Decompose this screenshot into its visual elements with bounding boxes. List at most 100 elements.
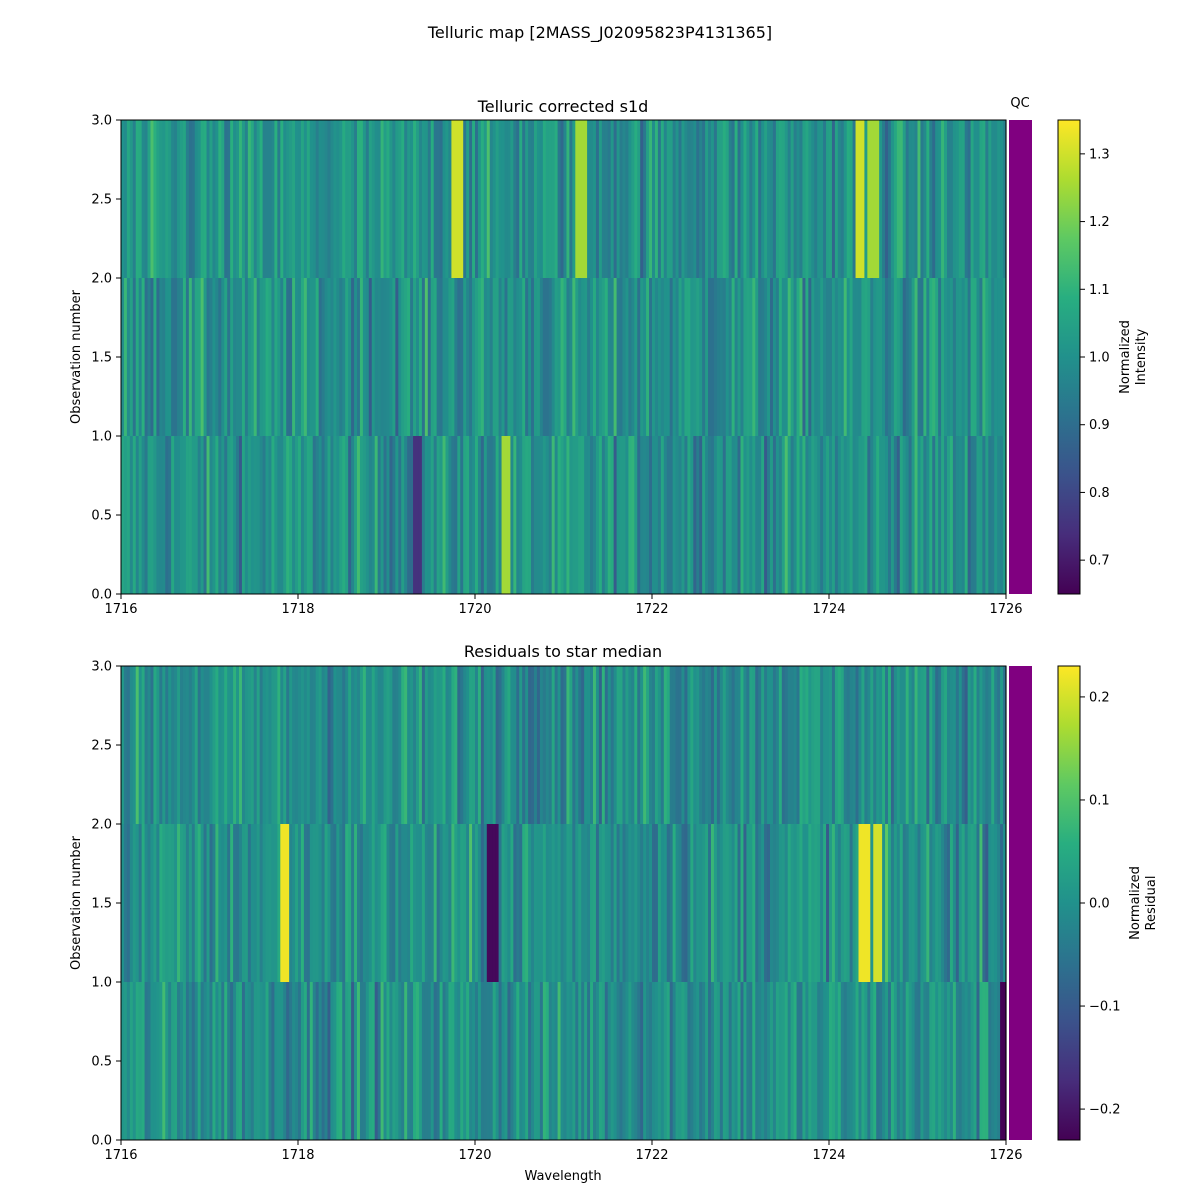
heatmap-cell (357, 824, 361, 982)
heatmap-cell (516, 436, 520, 594)
heatmap-cell (846, 278, 851, 436)
heatmap-cell (637, 278, 641, 436)
heatmap-cell (849, 120, 854, 278)
heatmap-cell (362, 278, 367, 436)
heatmap-cell (908, 120, 913, 278)
heatmap-cell (678, 278, 683, 436)
heatmap-cell (784, 982, 789, 1140)
heatmap-cell (802, 120, 806, 278)
heatmap-cell (153, 278, 157, 436)
colorbar-label-line2: Residual (1144, 876, 1159, 931)
heatmap-cell (410, 278, 414, 436)
heatmap-cell (401, 982, 405, 1140)
heatmap-cell (159, 666, 163, 824)
heatmap-cell (699, 824, 703, 982)
heatmap-cell (191, 278, 196, 436)
heatmap-cell (298, 120, 302, 278)
heatmap-cell (498, 120, 503, 278)
heatmap-cell (244, 824, 249, 982)
heatmap-cell (548, 824, 553, 982)
panel-telluric-corrected: Telluric corrected s1d 1716 1718 1720 1722 1… (69, 96, 1149, 617)
heatmap-cell (298, 278, 302, 436)
heatmap-cell (672, 666, 677, 824)
heatmap-cell (817, 120, 821, 278)
heatmap-cell (442, 278, 447, 436)
y-axis: 0.00.51.01.52.02.53.0 (91, 660, 121, 1149)
heatmap-cell (274, 982, 278, 1140)
heatmap-cell (663, 120, 668, 278)
heatmap-cell (604, 666, 609, 824)
heatmap-cell (560, 278, 565, 436)
heatmap-cell (598, 436, 603, 594)
heatmap-cell (1003, 824, 1007, 982)
heatmap-cell (224, 278, 228, 436)
heatmap-cell (964, 824, 969, 982)
heatmap-cell (610, 666, 615, 824)
heatmap-cell (330, 982, 334, 1140)
heatmap-cell (368, 982, 373, 1140)
heatmap-cell (743, 666, 747, 824)
heatmap-cell (793, 982, 798, 1140)
y-tick-label: 2.0 (91, 818, 112, 833)
heatmap-cell (495, 120, 500, 278)
heatmap-cell (970, 666, 975, 824)
heatmap-cell (911, 278, 916, 436)
heatmap-cell (174, 278, 178, 436)
heatmap-cell (418, 436, 423, 594)
x-tick-label: 1720 (458, 602, 491, 617)
heatmap-cell (893, 120, 898, 278)
heatmap-cell (796, 824, 801, 982)
heatmap-cell (908, 278, 913, 436)
heatmap-cell (814, 436, 818, 594)
heatmap-cell (902, 278, 907, 436)
heatmap-cell (932, 666, 936, 824)
heatmap-cell (227, 436, 231, 594)
heatmap-cell (631, 436, 635, 594)
heatmap-cell (351, 278, 355, 436)
heatmap-cell (569, 278, 573, 436)
heatmap-cell (215, 666, 219, 824)
heatmap-cell (961, 982, 966, 1140)
heatmap-cell (652, 824, 656, 982)
heatmap-cell (944, 278, 948, 436)
heatmap-cell (834, 278, 839, 436)
heatmap-cell (601, 982, 606, 1140)
heatmap-cell (168, 120, 172, 278)
heatmap-cell (693, 666, 697, 824)
heatmap-cell (359, 824, 364, 982)
heatmap-cell (135, 278, 140, 436)
heatmap-cell (964, 278, 969, 436)
heatmap-cell (321, 666, 326, 824)
heatmap-cell (681, 436, 686, 594)
heatmap-cell (652, 278, 656, 436)
heatmap-cell (182, 120, 187, 278)
heatmap-cell (513, 982, 517, 1140)
heatmap-cell (395, 120, 399, 278)
heatmap-cell (180, 120, 184, 278)
heatmap-cell (295, 824, 299, 982)
heatmap-cell (708, 120, 712, 278)
heatmap-cell (472, 436, 476, 594)
heatmap-cell (483, 278, 488, 436)
heatmap-cell (321, 982, 326, 1140)
heatmap-cell (277, 824, 281, 982)
heatmap-cell (607, 436, 612, 594)
heatmap-cell (935, 824, 939, 982)
heatmap-cell (401, 824, 405, 982)
heatmap-cell (1003, 120, 1007, 278)
heatmap-cell (477, 120, 482, 278)
heatmap-cell (660, 666, 665, 824)
heatmap-cell (852, 120, 857, 278)
heatmap-cell (843, 666, 848, 824)
heatmap-cell (572, 666, 576, 824)
heatmap-cell (870, 666, 874, 824)
heatmap-cell (740, 666, 745, 824)
heatmap-cell (560, 666, 565, 824)
heatmap-cell (475, 120, 479, 278)
heatmap-cell (501, 278, 506, 436)
heatmap-cell (814, 278, 818, 436)
heatmap-cell (233, 666, 237, 824)
heatmap-cell (991, 120, 995, 278)
heatmap-cell (165, 666, 169, 824)
heatmap-cell (967, 120, 972, 278)
